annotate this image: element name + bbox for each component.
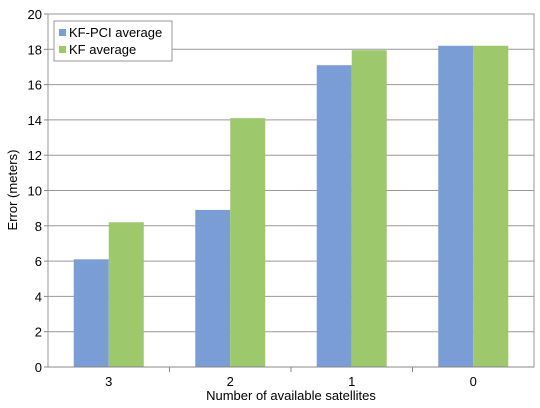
legend: KF-PCI average KF average bbox=[53, 20, 173, 62]
y-tick-label: 0 bbox=[35, 360, 42, 375]
y-tick-label: 16 bbox=[28, 78, 42, 93]
y-tick-label: 20 bbox=[28, 7, 42, 22]
y-tick-label: 18 bbox=[28, 42, 42, 57]
legend-swatch-kf-pci bbox=[59, 29, 66, 36]
legend-swatch-kf bbox=[59, 46, 66, 53]
bar-series-0-cat-3 bbox=[438, 45, 474, 368]
y-tick-label: 8 bbox=[35, 219, 42, 234]
y-tick-label: 6 bbox=[35, 254, 42, 269]
bar-series-0-cat-0 bbox=[73, 259, 109, 367]
y-tick-label: 10 bbox=[28, 184, 42, 199]
bar-series-1-cat-0 bbox=[108, 222, 144, 367]
legend-label-kf-pci: KF-PCI average bbox=[69, 25, 162, 40]
y-tick-label: 12 bbox=[28, 148, 42, 163]
y-axis-title: Error (meters) bbox=[5, 150, 20, 231]
y-tick-label: 4 bbox=[35, 289, 42, 304]
x-tick-label: 2 bbox=[227, 374, 234, 389]
x-tick-label: 0 bbox=[470, 374, 477, 389]
x-tick-label: 1 bbox=[348, 374, 355, 389]
bar-series-1-cat-3 bbox=[473, 45, 509, 368]
x-axis-title: Number of available satellites bbox=[206, 388, 376, 403]
bar-series-0-cat-1 bbox=[195, 209, 231, 367]
y-tick-label: 14 bbox=[28, 113, 42, 128]
bar-series-1-cat-2 bbox=[351, 50, 387, 368]
y-tick-label: 2 bbox=[35, 325, 42, 340]
y-tick-labels: 0 2 4 6 8 10 12 14 16 18 20 bbox=[28, 7, 48, 375]
x-tick-labels: 3 2 1 0 bbox=[105, 367, 477, 389]
bar-series-1-cat-1 bbox=[230, 118, 266, 367]
x-tick-label: 3 bbox=[105, 374, 112, 389]
legend-label-kf: KF average bbox=[69, 42, 136, 57]
legend-box bbox=[53, 20, 173, 62]
bars bbox=[73, 45, 509, 368]
bar-series-0-cat-2 bbox=[316, 65, 352, 367]
